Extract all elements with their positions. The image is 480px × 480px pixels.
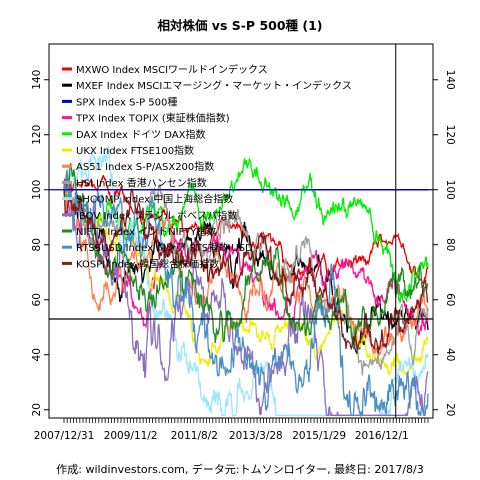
y-tick-label-left: 40 xyxy=(31,348,43,361)
legend-label: TPX Index TOPIX (東証株価指数) xyxy=(75,112,230,125)
y-tick-label-right: 100 xyxy=(444,180,456,200)
legend-entry-3: SPX Index S-P 500種 xyxy=(62,95,177,108)
x-tick-label: 2016/12/1 xyxy=(355,430,409,442)
x-tick-label: 2009/11/2 xyxy=(104,430,158,442)
y-tick-label-left: 100 xyxy=(31,180,43,200)
series-line-8 xyxy=(63,183,429,376)
legend-label: MXEF Index MSCIエマージング・マーケット・インデックス xyxy=(76,79,352,92)
legend-entry-2: MXEF Index MSCIエマージング・マーケット・インデックス xyxy=(62,79,352,92)
x-tick-label: 2011/8/2 xyxy=(171,430,218,442)
series-line-5 xyxy=(63,158,429,303)
series-line-13 xyxy=(63,187,429,355)
legend-label: KOSPI Index 韓国総合株価指数 xyxy=(76,257,219,270)
series-line-12 xyxy=(63,170,429,418)
legend-entry-4: TPX Index TOPIX (東証株価指数) xyxy=(62,112,230,125)
legend-label: NIFTY Index インドNIFTY指数 xyxy=(76,225,216,238)
legend-entry-11: NIFTY Index インドNIFTY指数 xyxy=(62,225,216,238)
legend-label: HSI Index 香港ハンセン指数 xyxy=(76,176,207,189)
legend-label: SPX Index S-P 500種 xyxy=(76,95,177,108)
series-path-10 xyxy=(63,184,429,416)
legend-entry-9: SHCOMP Index 中国上海総合指数 xyxy=(62,193,233,206)
legend-label: RTSSUSD Index ロシア RTS指数 USD xyxy=(76,241,253,254)
y-tick-label-right: 80 xyxy=(444,238,456,251)
legend-entry-1: MXWO Index MSCIワールドインデックス xyxy=(62,63,268,76)
y-tick-label-left: 140 xyxy=(31,70,43,90)
legend-label: DAX Index ドイツ DAX指数 xyxy=(76,128,206,141)
y-tick-label-left: 80 xyxy=(31,238,43,251)
legend-entry-7: AS51 Index S-P/ASX200指数 xyxy=(62,160,214,173)
legend-entry-8: HSI Index 香港ハンセン指数 xyxy=(62,176,207,189)
footer-source: 作成: wildinvestors.com, データ元:トムソンロイター, 最終… xyxy=(56,462,423,476)
y-tick-label-right: 60 xyxy=(444,293,456,306)
legend-label: SHCOMP Index 中国上海総合指数 xyxy=(76,193,233,206)
legend: MXWO Index MSCIワールドインデックス MXEF Index MSCI… xyxy=(62,63,352,270)
x-tick-label: 2013/3/28 xyxy=(229,430,283,442)
x-tick-label: 2015/1/29 xyxy=(292,430,346,442)
series-path-13 xyxy=(63,187,429,355)
series-line-10 xyxy=(63,184,429,416)
y-tick-label-right: 40 xyxy=(444,348,456,361)
legend-entry-13: KOSPI Index 韓国総合株価指数 xyxy=(62,257,219,270)
legend-entry-6: UKX Index FTSE100指数 xyxy=(62,144,194,157)
series-path-8 xyxy=(63,183,429,376)
y-tick-label-left: 60 xyxy=(31,293,43,306)
y-tick-label-right: 20 xyxy=(444,403,456,416)
y-tick-label-left: 120 xyxy=(31,125,43,145)
legend-label: MXWO Index MSCIワールドインデックス xyxy=(76,63,268,76)
x-tick-label: 2007/12/31 xyxy=(34,430,95,442)
chart-title: 相対株価 vs S-P 500種 (1) xyxy=(157,18,322,33)
axes: 20 20 40 40 60 60 80 80 100 100 120 120 140 140 2007/1… xyxy=(31,43,456,442)
y-tick-label-right: 120 xyxy=(444,125,456,145)
legend-entry-5: DAX Index ドイツ DAX指数 xyxy=(62,128,206,141)
series-path-12 xyxy=(63,170,429,418)
y-tick-label-right: 140 xyxy=(444,70,456,90)
series-path-5 xyxy=(63,158,429,303)
y-tick-label-left: 20 xyxy=(31,403,43,416)
legend-entry-12: RTSSUSD Index ロシア RTS指数 USD xyxy=(62,241,253,254)
legend-label: AS51 Index S-P/ASX200指数 xyxy=(76,160,214,173)
plot-area xyxy=(49,44,433,418)
legend-entry-10: IBOV Index ブラジル ボベスパ指数 xyxy=(62,209,237,222)
legend-label: IBOV Index ブラジル ボベスパ指数 xyxy=(76,209,237,222)
legend-label: UKX Index FTSE100指数 xyxy=(76,144,194,157)
